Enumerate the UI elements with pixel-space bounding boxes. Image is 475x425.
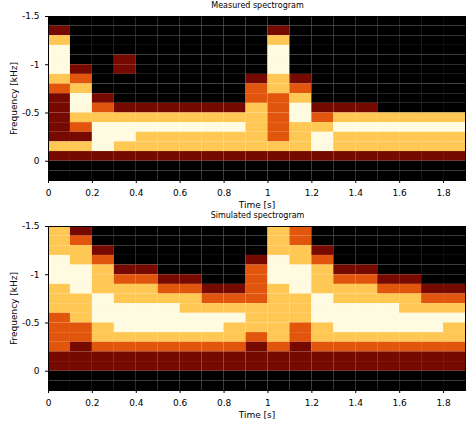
html-text:Measured spectrogram: Measured spectrogram bbox=[211, 1, 304, 10]
svg-text:-0.5: -0.5 bbox=[22, 318, 40, 328]
svg-text:0: 0 bbox=[34, 156, 40, 166]
svg-text:Time [s]: Time [s] bbox=[238, 410, 276, 420]
svg-text:1.8: 1.8 bbox=[436, 398, 451, 408]
svg-text:1: 1 bbox=[265, 398, 271, 408]
svg-text:1.6: 1.6 bbox=[392, 398, 407, 408]
svg-text:1: 1 bbox=[265, 188, 271, 198]
svg-text:1.8: 1.8 bbox=[436, 188, 451, 198]
svg-text:Time [s]: Time [s] bbox=[238, 200, 276, 210]
svg-text:0: 0 bbox=[34, 366, 40, 376]
svg-text:0.6: 0.6 bbox=[173, 188, 188, 198]
svg-text:Frequency [kHz]: Frequency [kHz] bbox=[9, 62, 19, 135]
svg-text:0: 0 bbox=[46, 398, 52, 408]
svg-text:0: 0 bbox=[46, 188, 52, 198]
svg-text:0.6: 0.6 bbox=[173, 398, 188, 408]
svg-text:0.8: 0.8 bbox=[217, 398, 232, 408]
html-text:Simulated spectrogram: Simulated spectrogram bbox=[210, 211, 305, 220]
svg-text:-1: -1 bbox=[31, 270, 40, 280]
svg-text:0.4: 0.4 bbox=[129, 398, 144, 408]
svg-text:0.4: 0.4 bbox=[129, 188, 144, 198]
svg-text:0.2: 0.2 bbox=[85, 398, 99, 408]
svg-text:-1.5: -1.5 bbox=[22, 222, 40, 231]
svg-text:1.2: 1.2 bbox=[305, 398, 319, 408]
svg-text:1.4: 1.4 bbox=[349, 188, 364, 198]
svg-text:-1.5: -1.5 bbox=[22, 12, 40, 21]
svg-text:1.2: 1.2 bbox=[305, 188, 319, 198]
svg-text:Frequency [kHz]: Frequency [kHz] bbox=[9, 272, 19, 345]
svg-text:-1: -1 bbox=[31, 60, 40, 70]
svg-text:0.8: 0.8 bbox=[217, 188, 232, 198]
svg-text:1.6: 1.6 bbox=[392, 188, 407, 198]
svg-text:1.4: 1.4 bbox=[349, 398, 364, 408]
svg-text:0.2: 0.2 bbox=[85, 188, 99, 198]
svg-text:-0.5: -0.5 bbox=[22, 108, 40, 118]
